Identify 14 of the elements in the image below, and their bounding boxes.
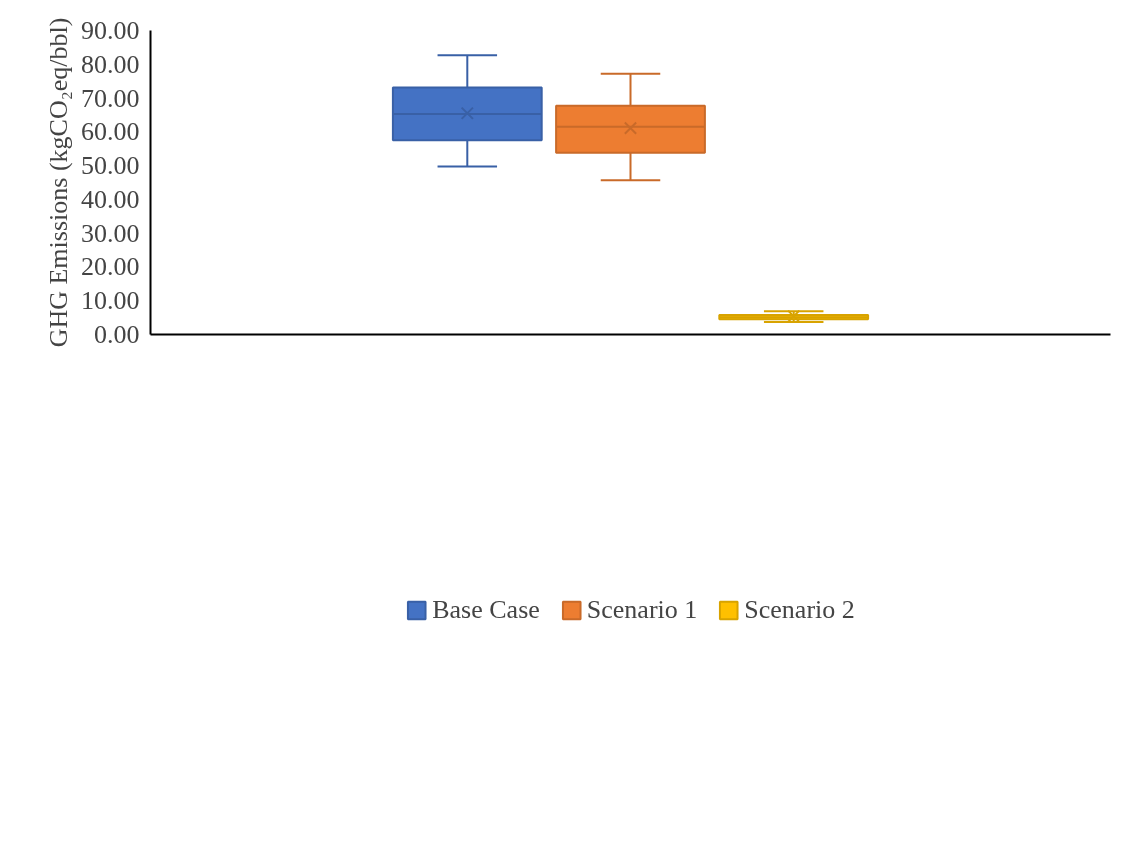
y-tick-label: 70.00 — [81, 83, 140, 113]
legend-label: Base Case — [432, 595, 540, 625]
y-tick-label: 50.00 — [81, 151, 140, 181]
y-tick-label: 10.00 — [81, 286, 140, 316]
y-tick-label: 30.00 — [81, 218, 140, 248]
y-tick-label: 60.00 — [81, 117, 140, 147]
y-axis-title: GHG Emissions (kgCO₂eq/bbl) — [44, 17, 73, 348]
legend-label: Scenario 2 — [744, 595, 855, 625]
legend-label: Scenario 1 — [586, 595, 698, 625]
y-tick-label: 40.00 — [81, 184, 140, 214]
y-tick-label: 20.00 — [81, 252, 140, 282]
y-tick-label: 90.00 — [81, 16, 140, 45]
y-tick-label: 0.00 — [94, 320, 140, 349]
y-tick-label: 80.00 — [81, 49, 140, 79]
